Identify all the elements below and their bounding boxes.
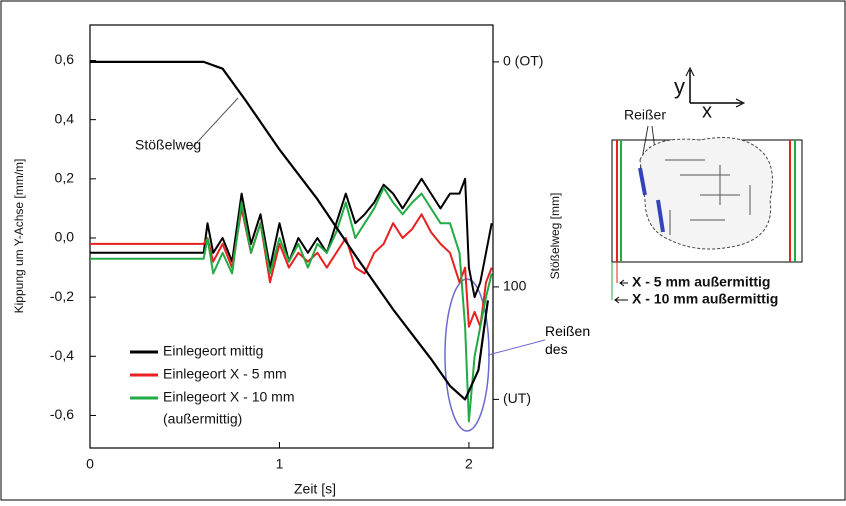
series-line <box>90 207 493 328</box>
annotation-leader <box>189 97 239 151</box>
y-tick-label: 0,4 <box>55 110 75 126</box>
inset: y x Reißer X - 5 mm außermittig X - 10 m… <box>611 66 803 307</box>
y-tick-label: -0,2 <box>50 288 74 304</box>
y-tick-label: -0,4 <box>50 347 74 363</box>
y2-tick-label: 100 <box>503 278 527 294</box>
annotation: Stößelweg <box>135 137 201 153</box>
x-tick-label: 0 <box>86 456 94 472</box>
series-line <box>90 186 493 423</box>
series-line <box>90 60 489 401</box>
x-tick-label: 2 <box>465 456 473 472</box>
legend-label: Einlegeort X - 10 mm <box>163 389 295 405</box>
legend-label: Einlegeort mittig <box>163 343 263 359</box>
y-axis-title: Kippung um Y-Achse [mm/m] <box>12 159 26 314</box>
y2-tick-label: (UT) <box>503 390 531 406</box>
annotation: Reißen des Bleches <box>545 323 595 362</box>
y-tick-label: -0,6 <box>50 406 74 422</box>
x-tick-label: 1 <box>276 456 284 472</box>
series-line <box>90 177 493 299</box>
annotation-leader <box>487 339 546 356</box>
inset-label: y <box>674 74 685 99</box>
inset-label: X - 5 mm außermittig <box>632 274 770 290</box>
inset-label: Reißer <box>624 107 666 123</box>
inset-label: X - 10 mm außermittig <box>632 291 778 307</box>
legend-label: Einlegeort X - 5 mm <box>163 366 287 382</box>
y2-tick-label: 0 (OT) <box>503 53 543 69</box>
plot-frame <box>89 24 494 449</box>
x-axis-title: Zeit [s] <box>294 481 336 497</box>
y-tick-label: 0,2 <box>55 170 75 186</box>
inset-label: x <box>702 100 712 122</box>
y2-axis-title: Stößelweg [mm] <box>548 193 562 280</box>
y-tick-label: 0,0 <box>55 229 75 245</box>
y-tick-label: 0,6 <box>55 51 75 67</box>
legend-note: (außermittig) <box>163 411 242 427</box>
annotation-box: Reißen des Bleches <box>545 323 595 362</box>
